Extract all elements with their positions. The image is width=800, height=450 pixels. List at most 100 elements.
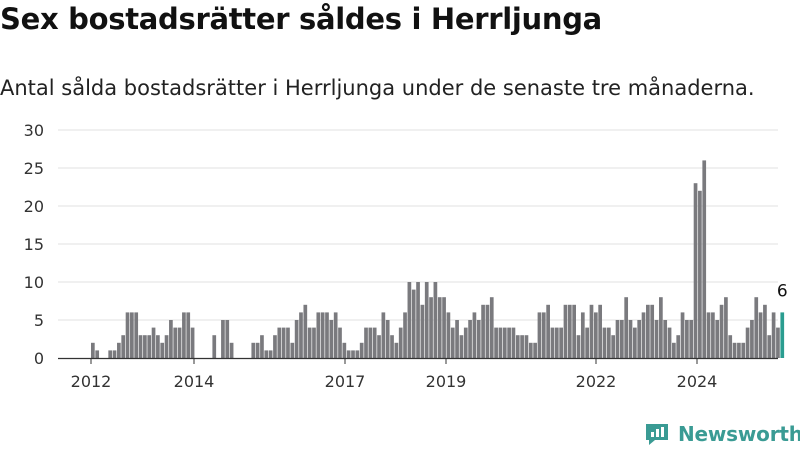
bar bbox=[424, 282, 429, 358]
chart-title: Sex bostadsrätter såldes i Herrljunga bbox=[0, 2, 602, 36]
bar bbox=[95, 350, 100, 358]
bar bbox=[719, 304, 724, 358]
bar bbox=[481, 304, 485, 358]
bar bbox=[702, 160, 707, 358]
bar bbox=[511, 327, 516, 358]
bar bbox=[745, 327, 750, 358]
bar bbox=[615, 320, 620, 358]
bar bbox=[221, 320, 225, 358]
bar bbox=[741, 342, 746, 358]
bar bbox=[693, 183, 698, 358]
bar bbox=[286, 327, 290, 358]
bar bbox=[654, 320, 659, 358]
bar bbox=[767, 335, 772, 358]
bar bbox=[112, 350, 117, 358]
bar bbox=[689, 320, 694, 358]
bar bbox=[507, 327, 511, 358]
chart-subtitle: Antal sålda bostadsrätter i Herrljunga u… bbox=[0, 76, 755, 100]
bar bbox=[260, 335, 264, 358]
bar bbox=[646, 304, 650, 358]
bar bbox=[576, 335, 581, 358]
bar bbox=[182, 312, 186, 358]
bar bbox=[776, 327, 780, 358]
bar bbox=[364, 327, 368, 358]
bar bbox=[130, 312, 134, 358]
bar bbox=[160, 342, 165, 358]
bar bbox=[485, 304, 490, 358]
bar bbox=[411, 289, 416, 358]
bar bbox=[390, 335, 394, 358]
bar bbox=[763, 304, 767, 358]
bar bbox=[342, 342, 347, 358]
bar bbox=[541, 312, 546, 358]
bar bbox=[299, 312, 303, 358]
y-tick-label: 10 bbox=[24, 273, 44, 292]
x-tick-label: 2012 bbox=[71, 372, 112, 391]
bar bbox=[563, 304, 568, 358]
bar bbox=[177, 327, 182, 358]
y-tick-label: 0 bbox=[34, 349, 44, 368]
bar bbox=[667, 327, 672, 358]
bar bbox=[711, 312, 715, 358]
highlighted-bar bbox=[780, 312, 785, 358]
bar bbox=[108, 350, 113, 358]
bar bbox=[546, 304, 550, 358]
bar bbox=[403, 312, 407, 358]
x-tick-label: 2022 bbox=[576, 372, 617, 391]
bar bbox=[151, 327, 156, 358]
bar bbox=[169, 320, 173, 358]
bar bbox=[368, 327, 373, 358]
bar bbox=[598, 304, 603, 358]
bar bbox=[572, 304, 576, 358]
bar bbox=[619, 320, 624, 358]
bar-chart: 0 5 10 15 20 25 30 2012 2014 2017 2019 2022 2024 6 bbox=[24, 121, 788, 391]
bar bbox=[520, 335, 524, 358]
bar bbox=[455, 320, 459, 358]
bar bbox=[147, 335, 152, 358]
newsworthy-logo-text: Newsworthy bbox=[678, 422, 800, 446]
bar bbox=[91, 342, 95, 358]
bar bbox=[190, 327, 195, 358]
y-tick-label: 30 bbox=[24, 121, 44, 140]
bar bbox=[277, 327, 282, 358]
bar bbox=[268, 350, 273, 358]
bar bbox=[659, 297, 663, 358]
bar bbox=[489, 297, 494, 358]
bar bbox=[251, 342, 256, 358]
bar bbox=[325, 312, 329, 358]
bar bbox=[472, 312, 477, 358]
bar bbox=[498, 327, 503, 358]
bar bbox=[281, 327, 286, 358]
bar bbox=[381, 312, 386, 358]
bar bbox=[442, 297, 446, 358]
bar bbox=[407, 282, 412, 358]
bar bbox=[663, 320, 668, 358]
bar bbox=[398, 327, 403, 358]
bar bbox=[550, 327, 555, 358]
bar bbox=[173, 327, 178, 358]
bar bbox=[294, 320, 299, 358]
highlighted-bar-label: 6 bbox=[777, 281, 788, 301]
bar bbox=[316, 312, 321, 358]
bar bbox=[372, 327, 377, 358]
bar bbox=[312, 327, 316, 358]
bar bbox=[225, 320, 230, 358]
bar bbox=[420, 304, 425, 358]
y-tick-label: 15 bbox=[24, 235, 44, 254]
bar bbox=[732, 342, 737, 358]
bar bbox=[494, 327, 498, 358]
bar bbox=[624, 297, 629, 358]
y-tick-label: 5 bbox=[34, 311, 44, 330]
bar bbox=[528, 342, 533, 358]
bar bbox=[706, 312, 711, 358]
bar bbox=[628, 320, 633, 358]
bar bbox=[602, 327, 607, 358]
bar bbox=[515, 335, 520, 358]
bar bbox=[351, 350, 355, 358]
bar bbox=[125, 312, 130, 358]
bar bbox=[637, 320, 642, 358]
bar bbox=[754, 297, 759, 358]
bar bbox=[502, 327, 507, 358]
bar bbox=[650, 304, 655, 358]
bar bbox=[229, 342, 234, 358]
